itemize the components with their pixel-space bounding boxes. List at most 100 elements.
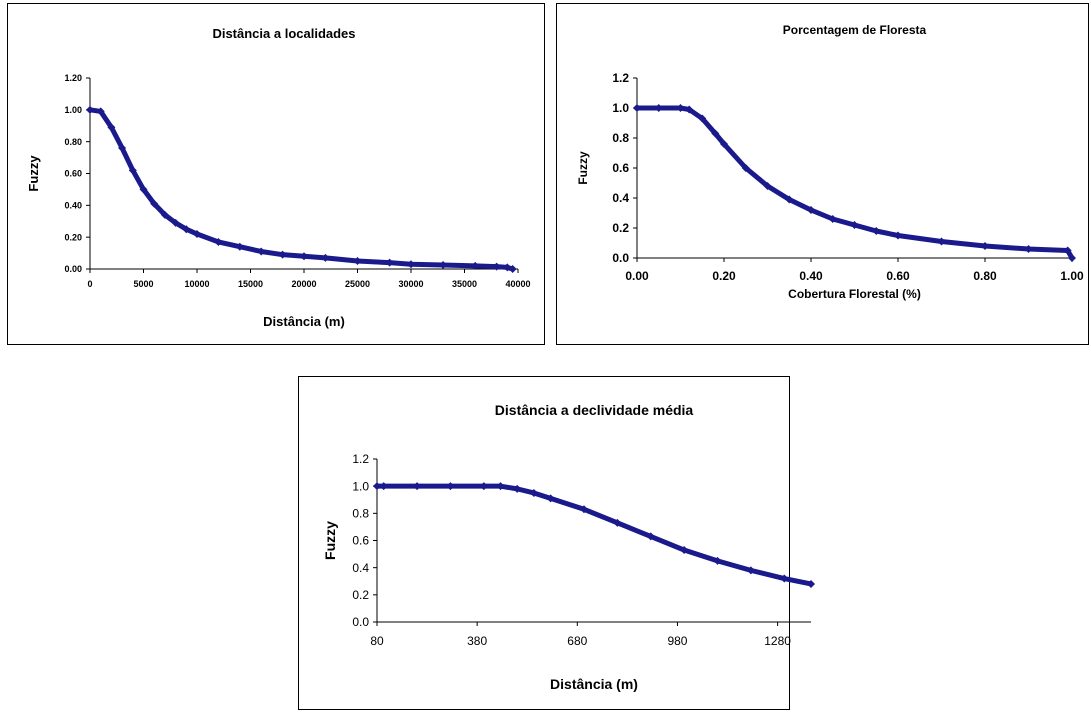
data-point-marker (385, 258, 394, 267)
data-point-marker (479, 482, 488, 491)
data-point-marker (413, 482, 422, 491)
x-tick-label: 30000 (398, 279, 423, 289)
data-point-marker (529, 488, 538, 497)
data-point-marker (741, 164, 750, 172)
x-tick-label: 10000 (184, 279, 209, 289)
y-tick-label: 0.8 (352, 507, 369, 521)
y-axis-label: Fuzzy (576, 151, 590, 185)
data-point-marker (685, 105, 694, 114)
data-point-marker (807, 206, 815, 214)
x-tick-label: 380 (467, 634, 487, 648)
data-point-marker (439, 261, 448, 270)
data-point-marker (713, 556, 722, 565)
data-point-marker (107, 123, 116, 132)
data-point-marker (646, 532, 655, 541)
x-tick-label: 20000 (291, 279, 316, 289)
y-tick-label: 1.0 (612, 101, 629, 115)
data-point-marker (182, 225, 191, 234)
x-tick-label: 1.00 (1060, 269, 1084, 283)
data-point-marker (321, 253, 330, 262)
chart-title: Distância a localidades (212, 26, 355, 41)
data-point-marker (981, 242, 989, 250)
y-tick-label: 0.0 (352, 615, 369, 629)
data-point-marker (680, 546, 689, 555)
x-tick-label: 980 (667, 634, 687, 648)
data-point-marker (780, 574, 789, 583)
data-point-marker (214, 237, 223, 246)
y-tick-label: 1.2 (352, 452, 369, 466)
data-point-marker (720, 140, 728, 148)
y-tick-label: 1.2 (612, 71, 629, 85)
chart-title: Distância a declividade média (495, 402, 694, 418)
x-axis-label: Distância (m) (263, 314, 345, 329)
data-point-marker (353, 257, 362, 266)
chart-panel-distancia-localidades: Distância a localidades 0.00 0.20 0.40 0.60 0… (7, 3, 545, 345)
x-tick-label: 0.00 (625, 269, 649, 283)
data-point-marker (235, 242, 244, 251)
data-point-marker (1063, 246, 1072, 255)
data-point-marker (379, 482, 388, 491)
series-line (87, 107, 516, 272)
x-axis-label: Distância (m) (550, 676, 638, 692)
y-tick-label: 0.2 (352, 588, 369, 602)
data-point-marker (785, 195, 794, 204)
data-point-marker (850, 221, 859, 229)
chart-panel-porcentagem-floresta: Porcentagem de Floresta 0.0 0.2 0.4 0.6 0.8 1.… (556, 3, 1089, 345)
x-axis-label: Cobertura Florestal (%) (788, 287, 921, 301)
x-tick-label: 0 (87, 279, 92, 289)
chart-panel-declividade-media: Distância a declividade média 0.0 0.2 0.4 0.… (298, 376, 815, 710)
y-tick-label: 0.4 (612, 191, 629, 205)
data-point-marker (86, 105, 94, 114)
x-tick-label: 680 (567, 634, 587, 648)
data-point-marker (807, 579, 815, 588)
data-point-marker (633, 104, 641, 112)
y-axis-label: Fuzzy (322, 521, 338, 560)
y-tick-label: 0.6 (352, 534, 369, 548)
data-point-marker (654, 104, 663, 112)
data-point-marker (894, 231, 902, 240)
x-tick-label: 0.80 (973, 269, 997, 283)
data-point-marker (118, 144, 127, 153)
data-point-marker (828, 215, 837, 223)
y-tick-label: 0.60 (64, 169, 82, 179)
x-tick-label: 0.40 (799, 269, 823, 283)
data-point-marker (763, 182, 772, 190)
y-tick-label: 1.0 (352, 479, 369, 493)
chart-title: Porcentagem de Floresta (783, 23, 927, 37)
data-point-marker (676, 104, 685, 112)
data-point-marker (160, 210, 169, 219)
x-tick-label: 5000 (133, 279, 153, 289)
data-point-marker (407, 260, 415, 269)
data-point-marker (446, 482, 455, 491)
chart-svg-declividade-media: Distância a declividade média 0.0 0.2 0.4 0.… (322, 402, 815, 692)
x-tick-label: 35000 (452, 279, 477, 289)
y-tick-label: 1.20 (64, 73, 82, 83)
data-point-marker (496, 482, 505, 491)
series-line (634, 105, 1075, 261)
data-point-marker (300, 252, 308, 261)
x-tick-label: 0.60 (886, 269, 910, 283)
y-tick-label: 0.20 (64, 232, 82, 242)
data-point-marker (278, 250, 287, 259)
data-point-marker (508, 265, 517, 273)
x-tick-label: 40000 (505, 279, 530, 289)
data-point-marker (698, 114, 707, 123)
data-point-marker (128, 166, 137, 175)
data-point-marker (193, 229, 201, 238)
data-point-marker (937, 237, 946, 246)
data-point-marker (171, 218, 180, 227)
data-point-marker (546, 494, 555, 503)
x-tick-label: 80 (370, 634, 384, 648)
data-point-marker (96, 107, 105, 116)
data-point-marker (150, 199, 159, 208)
data-point-marker (257, 247, 266, 256)
y-tick-label: 0.0 (612, 251, 629, 265)
x-tick-label: 0.20 (712, 269, 736, 283)
x-tick-label: 15000 (238, 279, 263, 289)
data-point-marker (513, 484, 522, 493)
series-line (374, 483, 814, 587)
data-point-marker (373, 482, 381, 491)
data-point-marker (1024, 245, 1033, 253)
y-tick-label: 0.2 (612, 221, 629, 235)
data-point-marker (872, 227, 881, 235)
